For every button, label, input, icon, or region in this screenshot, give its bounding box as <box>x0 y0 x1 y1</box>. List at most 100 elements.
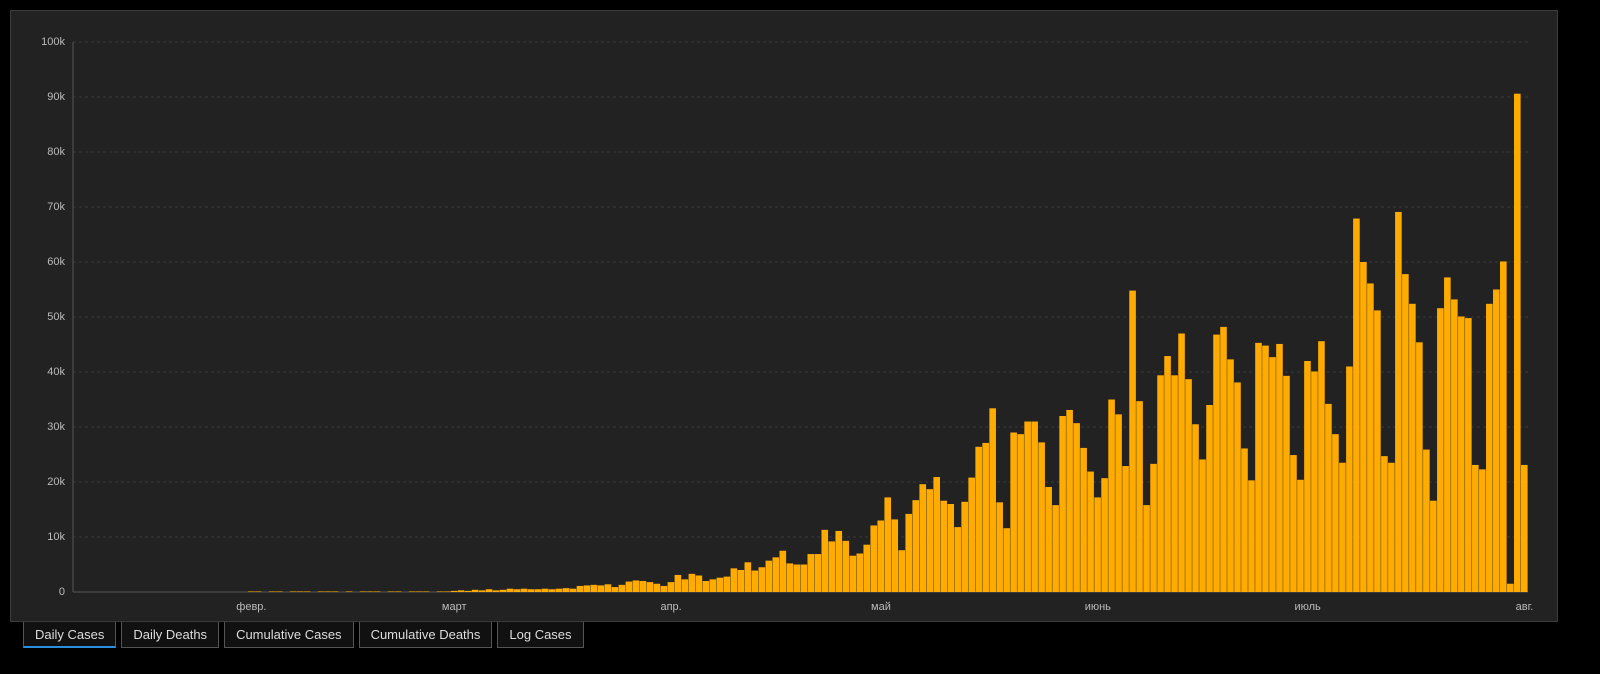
bar <box>849 555 857 592</box>
chart: 0 10k 20k 30k 40k 50k 60k 70k 80k 90k 100k февр. мар… <box>41 36 1533 613</box>
bar <box>807 554 815 592</box>
y-tick-label: 0 <box>59 586 65 598</box>
bar <box>905 513 913 592</box>
bar <box>625 581 633 592</box>
bar <box>653 583 661 592</box>
bar <box>1472 464 1479 592</box>
bar <box>478 590 486 592</box>
bar <box>926 489 934 592</box>
bar <box>1304 361 1311 592</box>
bar <box>646 582 654 592</box>
tab[interactable]: Cumulative Deaths <box>358 622 493 648</box>
bar <box>1108 399 1115 592</box>
y-tick-label: 50k <box>47 311 65 323</box>
bar <box>1038 442 1045 592</box>
bar <box>415 591 423 592</box>
bar <box>842 540 850 592</box>
bar <box>1003 528 1010 592</box>
y-tick-label: 20k <box>47 476 65 488</box>
tab[interactable]: Cumulative Cases <box>224 622 354 648</box>
bar <box>1136 401 1143 592</box>
bar <box>1010 432 1017 592</box>
bar <box>1199 459 1206 592</box>
bar <box>1213 334 1220 592</box>
bar <box>1325 403 1332 592</box>
bar <box>1206 405 1213 592</box>
y-tick-label: 30k <box>47 421 65 433</box>
bar <box>975 446 982 592</box>
tab[interactable]: Daily Deaths <box>121 622 220 648</box>
bar <box>1283 375 1290 592</box>
bar <box>387 591 395 592</box>
bar <box>394 591 402 592</box>
bar <box>982 442 989 592</box>
x-tick-label: февр. <box>236 601 266 613</box>
bar <box>1080 447 1087 592</box>
bar <box>373 591 381 592</box>
bar <box>821 529 829 592</box>
bar <box>1514 93 1521 592</box>
bar <box>1353 218 1360 593</box>
bar <box>1052 505 1059 592</box>
bar <box>1486 303 1493 592</box>
bar <box>1521 464 1528 592</box>
tab[interactable]: Daily Cases <box>23 622 117 648</box>
bar <box>1367 283 1374 592</box>
bar <box>870 525 878 592</box>
bar <box>1234 382 1241 592</box>
bar <box>1262 345 1269 592</box>
x-tick-label: март <box>442 601 467 613</box>
bar <box>1220 326 1227 592</box>
bar <box>1297 479 1304 592</box>
bar <box>1073 423 1080 592</box>
bar <box>1416 342 1423 592</box>
bar <box>1059 416 1066 592</box>
bar <box>1500 261 1507 592</box>
bar <box>576 585 584 592</box>
bar <box>800 564 808 592</box>
bar <box>744 562 752 592</box>
bar <box>639 581 647 592</box>
bar <box>1045 486 1052 592</box>
bar <box>856 553 864 592</box>
bar <box>737 570 745 592</box>
bar <box>954 527 961 592</box>
bar <box>492 590 500 592</box>
bar <box>611 587 619 592</box>
bar <box>1423 449 1430 592</box>
bar <box>765 560 773 592</box>
bar <box>1276 343 1283 592</box>
bar <box>919 484 927 592</box>
bar <box>1164 356 1171 592</box>
bar <box>688 573 696 592</box>
bar <box>345 591 353 592</box>
x-tick-label: июль <box>1294 601 1321 613</box>
bar <box>436 591 444 592</box>
y-tick-label: 80k <box>47 146 65 158</box>
tab[interactable]: Log Cases <box>497 622 584 648</box>
bar <box>933 477 941 592</box>
bar <box>548 589 556 592</box>
bar <box>1332 434 1339 592</box>
bar <box>891 519 899 592</box>
bar <box>1318 341 1325 592</box>
bar <box>1346 366 1353 592</box>
bar <box>786 563 794 592</box>
bar <box>1101 478 1108 592</box>
bar <box>660 585 668 592</box>
x-tick-label: май <box>871 601 891 613</box>
bar <box>443 591 451 592</box>
bar <box>1017 434 1024 592</box>
bar <box>1241 448 1248 592</box>
bar <box>366 591 374 592</box>
bar <box>1115 414 1122 592</box>
bar <box>681 579 689 592</box>
bar <box>779 550 787 592</box>
bar <box>1360 262 1367 592</box>
bar <box>730 568 738 592</box>
bar <box>450 590 458 592</box>
bar <box>1087 471 1094 592</box>
bar <box>506 588 514 592</box>
bar <box>597 585 605 592</box>
bar <box>912 500 920 592</box>
